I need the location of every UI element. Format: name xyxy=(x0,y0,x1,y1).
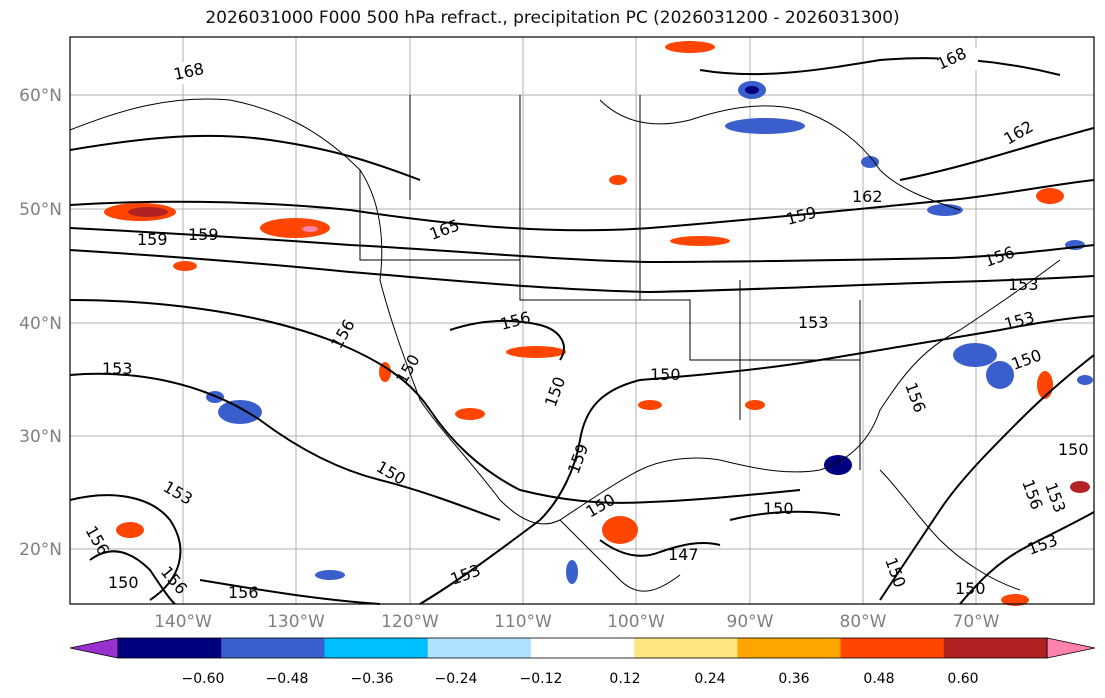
contour-label: 150 xyxy=(763,499,794,518)
colorbar-tick-label: 0.48 xyxy=(863,671,894,687)
longitude-labels: 140°W 130°W 120°W 110°W 100°W 90°W 80°W … xyxy=(154,612,1000,632)
colorbar xyxy=(69,637,1096,659)
colorbar-tick-label: −0.12 xyxy=(520,671,563,687)
colorbar-extend-low xyxy=(69,637,119,659)
contour-label: 156 xyxy=(228,583,259,602)
contour-label: 159 xyxy=(188,225,219,244)
colorbar-segment xyxy=(221,638,325,658)
contour-label: 153 xyxy=(798,313,829,332)
colorbar-extend-high xyxy=(1046,637,1096,659)
lon-tick-label: 130°W xyxy=(267,612,325,632)
contour-label: 150 xyxy=(1058,440,1089,459)
lat-tick-label: 60°N xyxy=(19,86,62,106)
lon-tick-label: 80°W xyxy=(840,612,887,632)
lon-tick-label: 140°W xyxy=(154,612,212,632)
colorbar-border xyxy=(117,637,1048,659)
colorbar-segment xyxy=(118,638,222,658)
contour-label: 153 xyxy=(1008,275,1039,294)
lat-tick-label: 30°N xyxy=(19,427,62,447)
colorbar-tick-label: 0.36 xyxy=(778,671,809,687)
colorbar-segment xyxy=(840,638,945,658)
colorbar-segment xyxy=(943,638,1048,658)
graticule xyxy=(70,37,1094,604)
contour-labels: 168 168 162 162 159 159 159 165 156 156 … xyxy=(82,43,1089,602)
colorbar-segment xyxy=(427,638,532,658)
colorbar-segment xyxy=(737,638,842,658)
colorbar-segment xyxy=(530,638,635,658)
colorbar-tick-label: 0.24 xyxy=(694,671,725,687)
colorbar-tick-label: −0.48 xyxy=(266,671,309,687)
colorbar-tick-label: 0.60 xyxy=(947,671,978,687)
contour-label: 153 xyxy=(102,359,133,378)
lat-tick-label: 20°N xyxy=(19,540,62,560)
colorbar-tick-label: 0.12 xyxy=(609,671,640,687)
lon-tick-label: 70°W xyxy=(953,612,1000,632)
colorbar-tick-label: −0.24 xyxy=(435,671,478,687)
colorbar-segment xyxy=(634,638,738,658)
lon-tick-label: 90°W xyxy=(727,612,774,632)
contour-label: 147 xyxy=(668,545,699,564)
colorbar-labels: −0.60 −0.48 −0.36 −0.24 −0.12 0.12 0.24 … xyxy=(182,671,979,687)
precipitation-patches xyxy=(104,41,1093,606)
lon-tick-label: 120°W xyxy=(381,612,439,632)
map-background xyxy=(70,37,1094,604)
lon-tick-label: 100°W xyxy=(607,612,665,632)
colorbar-segment xyxy=(324,638,429,658)
colorbar-tick-label: −0.36 xyxy=(351,671,394,687)
contour-label: 150 xyxy=(650,365,681,384)
contour-label: 162 xyxy=(852,187,883,206)
map-frame xyxy=(69,36,1095,605)
latitude-labels: 60°N 50°N 40°N 30°N 20°N xyxy=(19,86,62,560)
refractivity-contours xyxy=(69,57,1095,605)
contour-label: 159 xyxy=(137,230,168,249)
coastlines xyxy=(69,95,1061,592)
map-title: 2026031000 F000 500 hPa refract., precip… xyxy=(205,8,900,28)
lat-tick-label: 40°N xyxy=(19,314,62,334)
lon-tick-label: 110°W xyxy=(494,612,552,632)
contour-label: 150 xyxy=(108,573,139,592)
lat-tick-label: 50°N xyxy=(19,200,62,220)
contour-label: 150 xyxy=(955,579,986,598)
colorbar-tick-label: −0.60 xyxy=(182,671,225,687)
